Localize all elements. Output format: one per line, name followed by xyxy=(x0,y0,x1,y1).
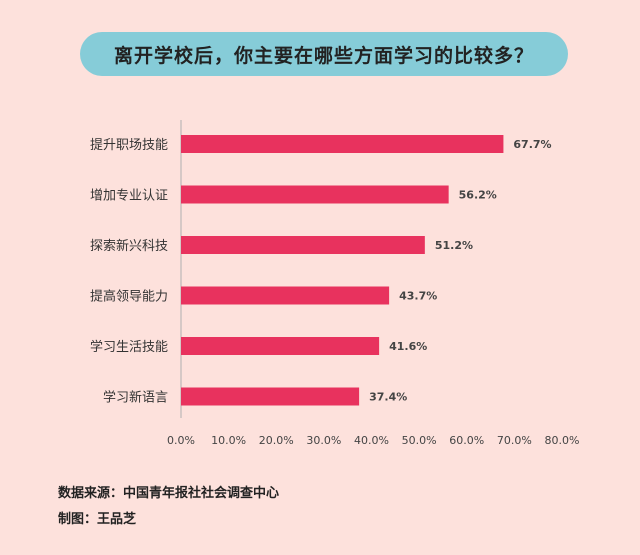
category-label: 提升职场技能 xyxy=(90,137,168,153)
data-source: 数据来源：中国青年报社社会调查中心 xyxy=(58,486,280,501)
x-tick-label: 0.0% xyxy=(167,434,195,447)
category-label: 探索新兴科技 xyxy=(90,238,168,254)
value-label: 51.2% xyxy=(435,239,473,252)
value-label: 67.7% xyxy=(513,138,551,151)
bar xyxy=(181,236,425,254)
bar xyxy=(181,286,390,305)
x-tick-label: 60.0% xyxy=(449,434,484,447)
category-label: 学习新语言 xyxy=(103,390,168,406)
x-tick-label: 30.0% xyxy=(306,434,341,447)
category-label: 增加专业认证 xyxy=(90,189,168,204)
value-label: 37.4% xyxy=(369,391,407,404)
value-label: 56.2% xyxy=(459,189,497,202)
bar xyxy=(181,387,360,406)
chart-credit: 制图：王品芝 xyxy=(58,512,137,527)
value-label: 41.6% xyxy=(389,340,427,353)
value-label: 43.7% xyxy=(399,290,437,303)
x-tick-label: 80.0% xyxy=(545,434,580,447)
x-tick-label: 10.0% xyxy=(211,434,246,447)
bar xyxy=(181,185,449,204)
category-label: 提高领导能力 xyxy=(90,289,168,305)
x-tick-label: 40.0% xyxy=(354,434,389,447)
bar xyxy=(181,135,504,153)
category-label: 学习生活技能 xyxy=(90,339,168,355)
x-tick-label: 70.0% xyxy=(497,434,532,447)
x-tick-label: 20.0% xyxy=(259,434,294,447)
bar xyxy=(181,337,380,355)
chart-title: 离开学校后，你主要在哪些方面学习的比较多？ xyxy=(80,32,568,76)
x-tick-label: 50.0% xyxy=(402,434,437,447)
